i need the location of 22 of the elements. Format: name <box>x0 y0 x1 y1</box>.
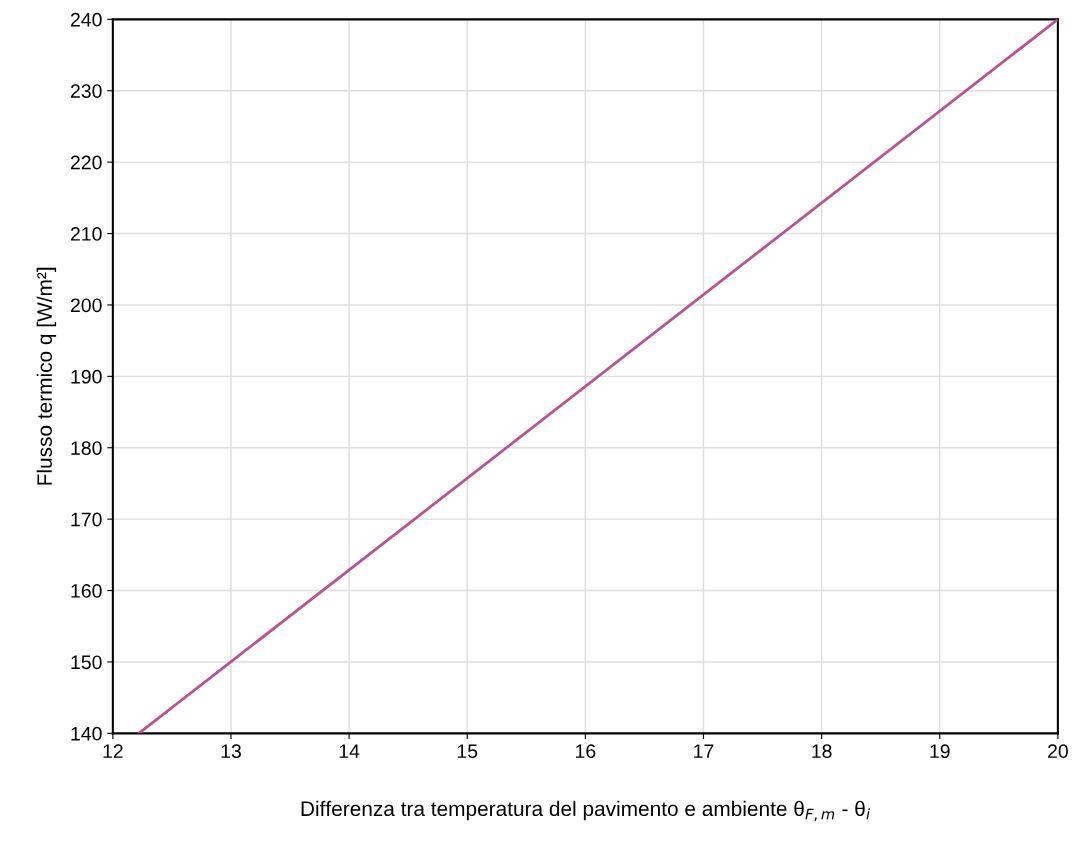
y-tick-label: 150 <box>71 655 102 670</box>
y-tick-label: 210 <box>70 227 102 241</box>
y-tick-label: 230 <box>70 84 102 98</box>
x-tick-label: 12 <box>103 744 123 758</box>
x-tick-label: 14 <box>339 744 360 758</box>
y-tick-label: 140 <box>71 726 102 741</box>
x-axis-title: Differenza tra temperatura del pavimento e ambiente θ$_{F,m}$ - θ$_{i}$ <box>301 800 870 821</box>
x-tick-label: 19 <box>930 744 950 759</box>
x-tick-label: 15 <box>457 744 478 759</box>
y-tick-label: 180 <box>71 441 102 455</box>
y-tick-label: 240 <box>70 12 102 27</box>
x-tick-label: 13 <box>221 744 241 759</box>
y-tick-label: 160 <box>71 584 102 598</box>
y-tick-label: 220 <box>70 155 102 170</box>
x-tick-label: 17 <box>694 744 714 758</box>
y-tick-label: 200 <box>70 298 102 313</box>
y-axis-title: Flusso termico q [W/m²] <box>36 267 57 485</box>
x-tick-label: 20 <box>1048 744 1068 759</box>
y-tick-label: 190 <box>71 369 102 384</box>
x-tick-label: 16 <box>576 744 596 759</box>
y-tick-label: 170 <box>71 512 102 527</box>
x-tick-label: 18 <box>812 744 832 759</box>
